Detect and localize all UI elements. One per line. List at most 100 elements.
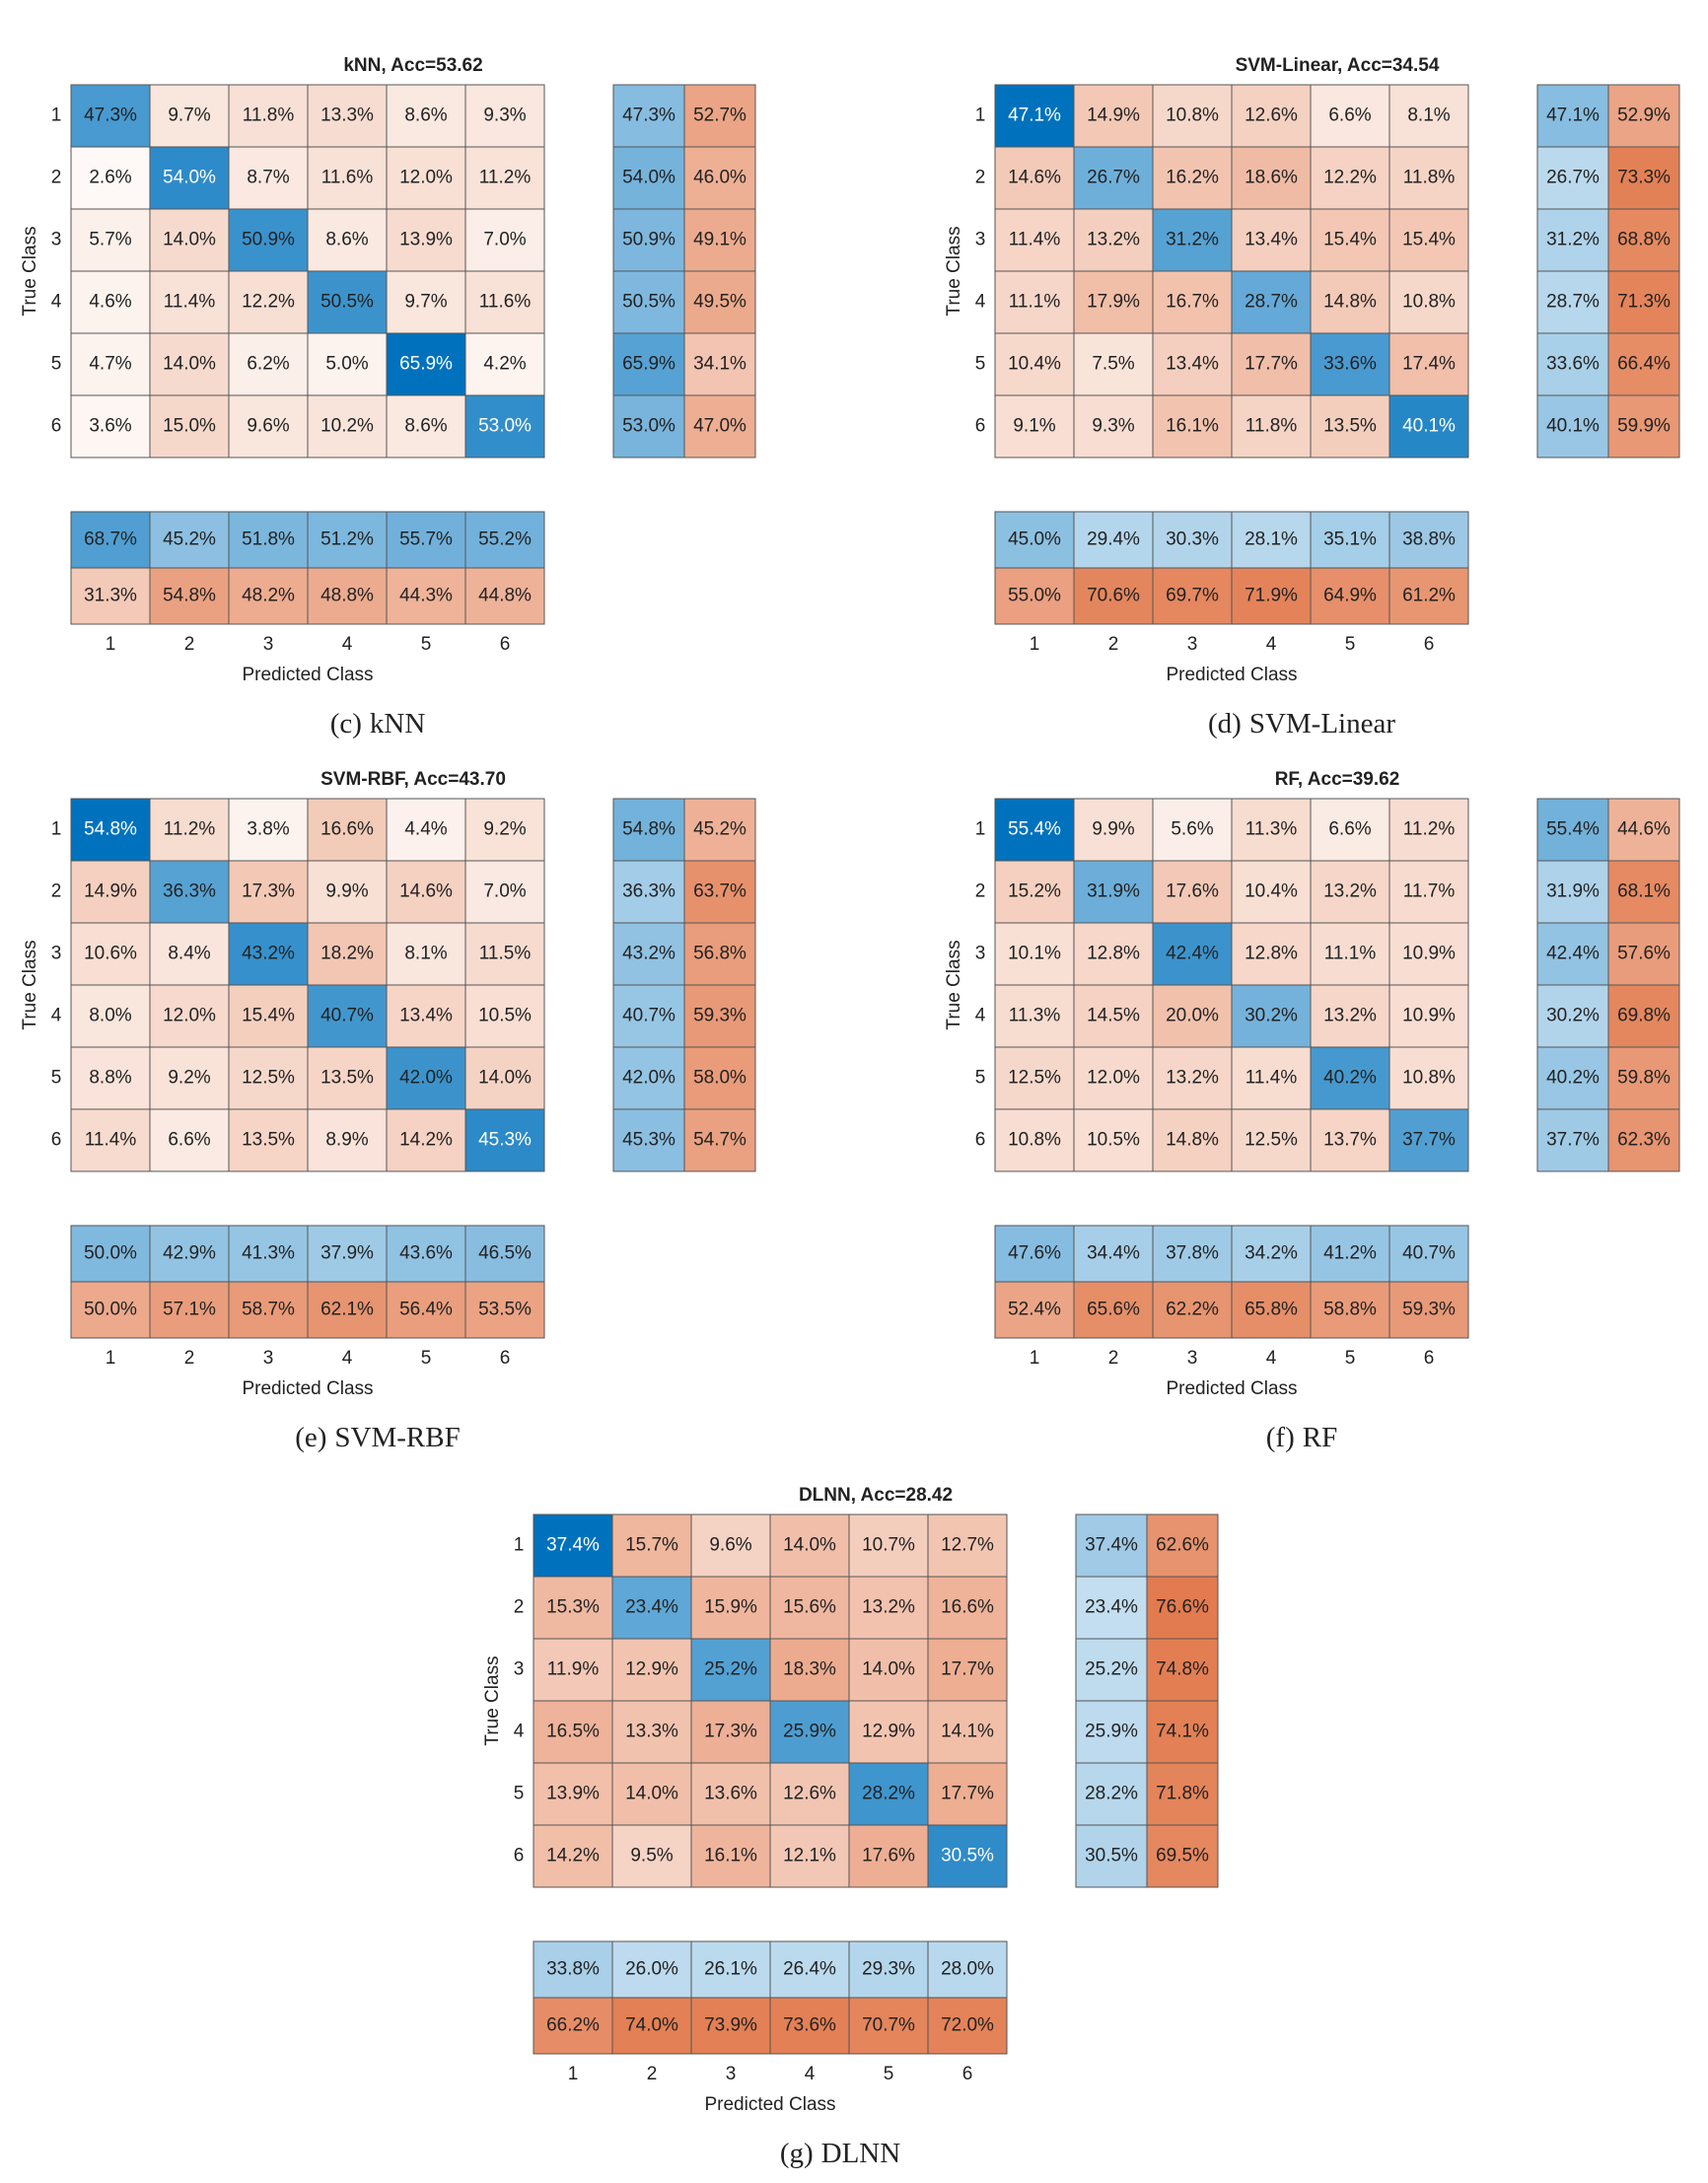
cell-label: 12.0% [399, 168, 453, 188]
row-error-cell [683, 84, 756, 148]
cell-label: 16.1% [704, 1846, 757, 1866]
column-tick-label: 5 [1345, 634, 1356, 655]
cell-label: 9.5% [630, 1846, 673, 1866]
cell-label: 11.8% [243, 106, 295, 126]
cell-label: 10.2% [320, 416, 374, 437]
cell-label: 45.3% [478, 1130, 532, 1151]
error-cell [70, 860, 151, 924]
column-tick-label: 4 [1266, 634, 1277, 655]
row-summary-label: 59.3% [693, 1006, 747, 1026]
column-correct-cell [927, 1940, 1008, 1999]
cell-label: 10.5% [1087, 1130, 1140, 1151]
column-tick-label: 2 [1108, 634, 1119, 655]
cell-label: 15.3% [546, 1597, 600, 1618]
column-summary-label: 33.8% [546, 1959, 600, 1980]
row-summary-label: 33.6% [1546, 354, 1600, 375]
column-correct-cell [1073, 1225, 1154, 1283]
column-summary-label: 35.1% [1323, 529, 1377, 550]
error-cell [1152, 146, 1233, 210]
cell-label: 11.2% [479, 168, 532, 188]
error-cell [994, 860, 1075, 924]
cell-label: 55.4% [1008, 819, 1061, 840]
error-cell [994, 984, 1075, 1048]
column-tick-label: 5 [421, 634, 432, 655]
row-summary-label: 23.4% [1085, 1597, 1138, 1618]
cell-label: 9.6% [709, 1535, 751, 1556]
cell-label: 50.5% [320, 292, 374, 313]
error-cell [307, 860, 388, 924]
column-summary-label: 34.4% [1087, 1243, 1140, 1264]
cell-label: 14.0% [783, 1535, 836, 1556]
column-error-cell [149, 567, 230, 625]
cell-label: 15.0% [163, 416, 216, 437]
row-summary-label: 49.5% [693, 292, 747, 313]
row-error-cell [1607, 922, 1680, 986]
column-error-cell [228, 567, 309, 625]
column-summary-label: 44.8% [478, 586, 532, 606]
cell-label: 11.8% [1245, 416, 1298, 437]
column-summary-label: 42.9% [163, 1243, 216, 1264]
correct-cell [70, 84, 151, 148]
column-correct-cell [386, 511, 466, 569]
correct-cell [1073, 146, 1154, 210]
error-cell [307, 208, 388, 272]
error-cell [1310, 270, 1390, 334]
row-summary-label: 31.9% [1546, 881, 1600, 902]
cell-label: 18.6% [1245, 168, 1298, 188]
cell-label: 16.6% [941, 1597, 994, 1618]
correct-cell [1073, 860, 1154, 924]
row-summary-label: 44.6% [1617, 819, 1671, 840]
column-error-cell [386, 1281, 466, 1339]
row-summary-label: 37.7% [1546, 1130, 1600, 1151]
row-error-cell [683, 860, 756, 924]
row-tick-label: 2 [975, 881, 986, 902]
row-error-cell [1146, 1638, 1219, 1702]
cell-label: 47.3% [84, 106, 137, 126]
error-cell [1231, 146, 1312, 210]
correct-cell [464, 394, 545, 458]
error-cell [611, 1824, 692, 1888]
column-error-cell [464, 1281, 545, 1339]
row-tick-label: 1 [975, 819, 986, 840]
column-correct-cell [533, 1940, 613, 1999]
column-summary-label: 37.9% [320, 1243, 374, 1264]
column-summary-label: 45.0% [1008, 529, 1061, 550]
column-summary-label: 41.3% [242, 1243, 295, 1264]
confusion-chart: DLNN, Acc=28.42 37.4% 15.7% 9.6% 14.0% 10.7% 1… [482, 1485, 1219, 2169]
column-summary-label: 48.2% [242, 586, 295, 606]
column-summary-label: 56.4% [399, 1300, 453, 1320]
cell-label: 13.2% [1087, 230, 1140, 250]
error-cell [927, 1576, 1008, 1640]
error-cell [228, 1108, 309, 1172]
cell-label: 11.6% [479, 292, 532, 313]
correct-cell [464, 1108, 545, 1172]
column-summary-label: 38.8% [1402, 529, 1456, 550]
row-summary-label: 74.1% [1156, 1722, 1209, 1742]
row-summary-label: 25.2% [1085, 1659, 1138, 1680]
cell-label: 13.2% [1323, 1006, 1377, 1026]
row-tick-label: 3 [975, 944, 986, 964]
cell-label: 11.8% [1403, 168, 1456, 188]
row-summary-label: 58.0% [693, 1068, 747, 1089]
column-tick-label: 4 [342, 634, 353, 655]
row-correct-cell [612, 922, 685, 986]
error-cell [1073, 1046, 1154, 1110]
column-summary-label: 50.0% [84, 1243, 137, 1264]
column-correct-cell [228, 511, 309, 569]
row-summary-label: 71.8% [1156, 1784, 1209, 1804]
row-summary-label: 47.0% [693, 416, 747, 437]
row-tick-label: 4 [51, 292, 62, 313]
column-correct-cell [464, 511, 545, 569]
row-summary-label: 56.8% [693, 944, 747, 964]
cell-label: 16.5% [546, 1722, 600, 1742]
correct-cell [1388, 1108, 1469, 1172]
cell-label: 9.2% [483, 819, 526, 840]
error-cell [386, 984, 466, 1048]
row-error-cell [1146, 1700, 1219, 1764]
error-cell [848, 1514, 929, 1578]
error-cell [994, 1108, 1075, 1172]
cell-label: 13.4% [1166, 354, 1219, 375]
cell-label: 11.5% [479, 944, 532, 964]
